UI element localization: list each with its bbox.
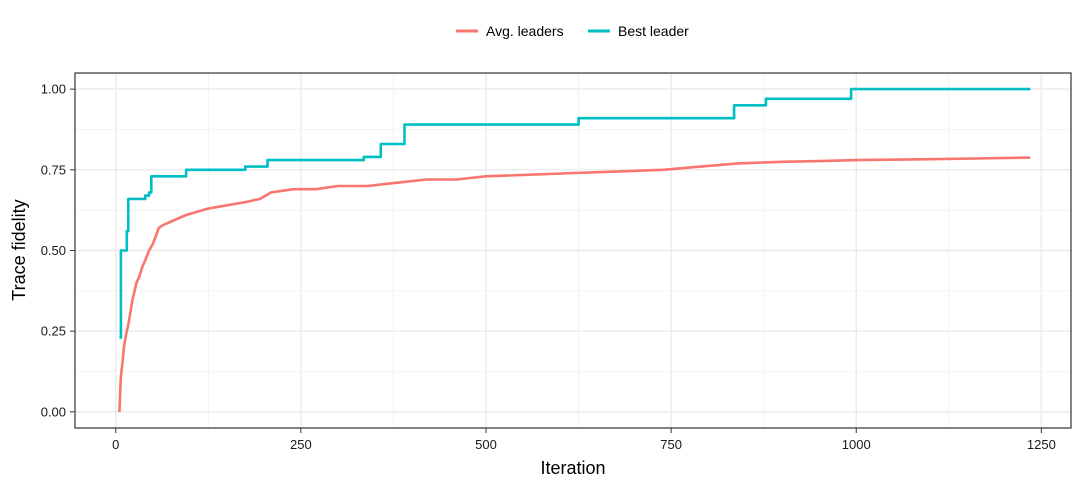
x-tick-label: 1250 xyxy=(1027,437,1056,452)
x-axis: 0 250 500 750 1000 1250 xyxy=(112,428,1056,452)
series-layer xyxy=(118,87,1031,412)
series-line-avg-leaders xyxy=(118,156,1031,412)
major-gridlines xyxy=(75,73,1071,428)
legend-label-best-leader: Best leader xyxy=(618,23,689,39)
x-axis-title: Iteration xyxy=(540,458,605,478)
series-line-best-leader xyxy=(119,87,1031,339)
y-tick-label: 0.25 xyxy=(41,324,66,339)
y-tick-label: 1.00 xyxy=(41,82,66,97)
x-tick-label: 250 xyxy=(290,437,312,452)
y-axis-title: Trace fidelity xyxy=(9,199,29,300)
y-axis: 0.00 0.25 0.50 0.75 1.00 xyxy=(41,82,75,419)
y-tick-label: 0.00 xyxy=(41,404,66,419)
legend: Avg. leaders Best leader xyxy=(456,23,689,39)
legend-label-avg-leaders: Avg. leaders xyxy=(486,23,564,39)
y-tick-label: 0.50 xyxy=(41,243,66,258)
x-tick-label: 1000 xyxy=(842,437,871,452)
x-tick-label: 500 xyxy=(475,437,497,452)
y-tick-label: 0.75 xyxy=(41,162,66,177)
x-tick-label: 0 xyxy=(112,437,119,452)
x-tick-label: 750 xyxy=(660,437,682,452)
